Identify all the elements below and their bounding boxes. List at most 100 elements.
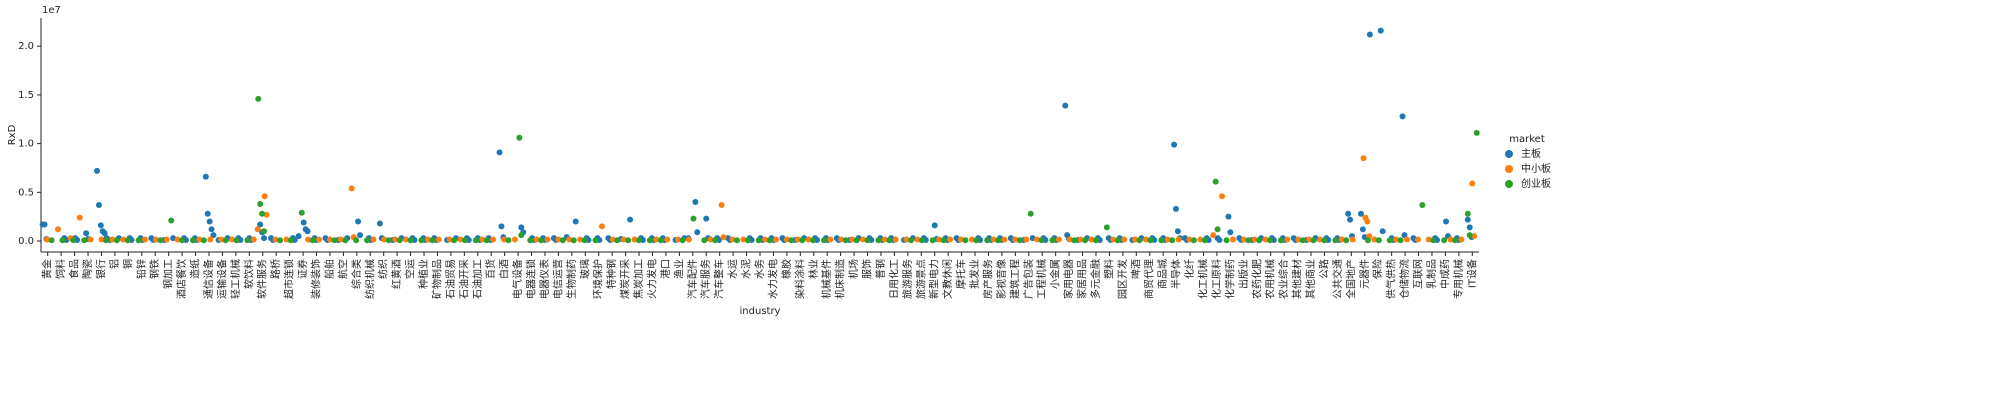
point <box>355 218 362 225</box>
x-tick-label: 保险 <box>1371 259 1384 279</box>
x-tick-label: 石油开采 <box>457 259 470 299</box>
point <box>254 226 261 233</box>
x-tick-label: 软饮料 <box>242 259 255 289</box>
point <box>222 237 229 244</box>
point <box>200 237 207 244</box>
x-tick-label: 橡胶 <box>780 259 793 279</box>
point <box>70 237 77 244</box>
point <box>44 236 51 243</box>
legend-marker <box>1505 150 1513 158</box>
point <box>403 236 410 243</box>
x-tick-label: 水力发电 <box>766 259 779 299</box>
point <box>259 210 266 217</box>
x-tick-label: 种植业 <box>417 259 430 289</box>
point <box>1371 236 1378 243</box>
point <box>1401 232 1408 239</box>
point <box>1216 237 1223 244</box>
point <box>396 237 403 244</box>
x-tick-label: 路桥 <box>269 259 282 279</box>
point <box>1360 155 1367 162</box>
point <box>511 236 518 243</box>
point <box>1393 236 1400 243</box>
legend-label: 创业板 <box>1521 177 1551 190</box>
point <box>940 237 947 244</box>
legend-label: 主板 <box>1521 147 1541 160</box>
x-tick-label: 石油贸易 <box>444 259 457 299</box>
point <box>331 237 338 244</box>
point <box>1458 236 1465 243</box>
point <box>1172 205 1179 212</box>
point <box>101 230 108 237</box>
point <box>1471 233 1478 240</box>
x-tick-label: 农药化肥 <box>1250 259 1263 299</box>
point <box>1256 237 1263 244</box>
point <box>1092 237 1099 244</box>
x-tick-label: 证券 <box>296 259 309 279</box>
x-tick-label: 渔业 <box>673 259 685 279</box>
point <box>1397 237 1404 244</box>
point <box>1357 210 1364 217</box>
x-tick-label: 化学制药 <box>1223 259 1236 299</box>
point <box>1225 213 1232 220</box>
x-tick-label: 运输设备 <box>215 259 228 299</box>
x-tick-label: 公共交通 <box>1331 259 1344 299</box>
point <box>1229 236 1236 243</box>
point <box>581 237 588 244</box>
point <box>1062 102 1069 109</box>
point <box>479 236 486 243</box>
point <box>838 236 845 243</box>
point <box>1364 237 1371 244</box>
x-tick-label: 旅游景点 <box>914 259 927 299</box>
point <box>1349 236 1356 243</box>
point <box>1430 237 1437 244</box>
x-tick-label: 专用机械 <box>1452 259 1465 299</box>
y-tick-label: 2.0 <box>18 41 34 52</box>
point <box>207 236 214 243</box>
point <box>1473 129 1480 136</box>
x-tick-label: 港口 <box>660 259 672 279</box>
x-tick-label: 出版业 <box>1237 259 1250 289</box>
point <box>287 237 294 244</box>
point <box>1201 237 1208 244</box>
point <box>1277 237 1284 244</box>
x-tick-label: 电信运营 <box>551 259 564 299</box>
point <box>496 149 503 156</box>
point <box>261 228 268 235</box>
point <box>1169 237 1176 244</box>
x-tick-label: 塑料 <box>1102 259 1115 279</box>
point <box>570 237 577 244</box>
x-tick-label: 元器件 <box>1359 259 1371 289</box>
point <box>1001 236 1008 243</box>
legend-label: 中小板 <box>1521 162 1551 175</box>
x-tick-label: 红黄酒 <box>390 259 403 289</box>
x-tick-label: 白酒 <box>498 259 511 279</box>
x-tick-label: 供气供热 <box>1385 259 1398 299</box>
point <box>1158 237 1165 244</box>
point <box>505 237 512 244</box>
point <box>152 236 159 243</box>
x-tick-label: 软件服务 <box>256 259 269 299</box>
point <box>357 232 364 239</box>
point <box>376 220 383 227</box>
x-tick-label: 家居用品 <box>1076 259 1089 299</box>
point <box>657 237 664 244</box>
point <box>218 236 225 243</box>
point <box>1016 237 1023 244</box>
point <box>124 237 131 244</box>
y-tick-label: 1.5 <box>18 90 34 101</box>
point <box>1164 236 1171 243</box>
x-tick-label: 乳制品 <box>1425 259 1438 289</box>
x-tick-label: 食品 <box>68 259 81 279</box>
point <box>174 236 181 243</box>
point <box>962 237 969 244</box>
point <box>1171 141 1178 148</box>
point <box>392 236 399 243</box>
x-tick-label: 轻工机械 <box>229 259 242 299</box>
x-tick-label: 公路 <box>1317 259 1330 279</box>
point <box>1136 237 1143 244</box>
point <box>598 223 605 230</box>
x-tick-label: 饲料 <box>54 259 67 279</box>
point <box>527 237 534 244</box>
point <box>842 237 849 244</box>
legend-marker <box>1505 165 1513 173</box>
